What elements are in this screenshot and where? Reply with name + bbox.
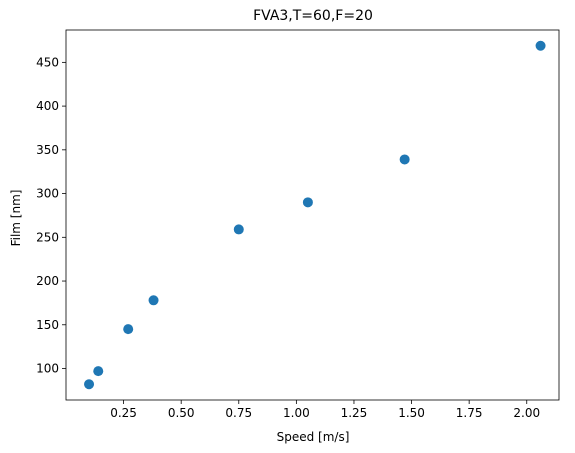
data-point <box>123 324 134 335</box>
data-point <box>399 154 410 165</box>
x-tick-label: 1.75 <box>456 406 483 420</box>
y-tick-label: 350 <box>36 143 59 157</box>
y-axis-ticks: 100 150 200 250 300 350 400 450 <box>36 55 66 376</box>
data-point <box>535 40 546 51</box>
x-tick-label: 1.00 <box>283 406 310 420</box>
y-axis-label: Film [nm] <box>9 190 23 247</box>
y-tick-label: 400 <box>36 99 59 113</box>
x-axis-label: Speed [m/s] <box>277 430 350 444</box>
data-point <box>148 295 159 306</box>
y-tick-label: 100 <box>36 362 59 376</box>
plot-area <box>65 29 560 401</box>
data-point <box>233 224 244 235</box>
y-tick-label: 250 <box>36 230 59 244</box>
data-point <box>302 197 313 208</box>
x-tick-label: 1.25 <box>341 406 368 420</box>
y-tick-label: 300 <box>36 187 59 201</box>
x-tick-label: 1.50 <box>398 406 425 420</box>
x-tick-label: 0.50 <box>168 406 195 420</box>
chart-title: FVA3,T=60,F=20 <box>253 8 373 24</box>
y-tick-label: 200 <box>36 274 59 288</box>
x-tick-label: 2.00 <box>513 406 540 420</box>
y-tick-label: 150 <box>36 318 59 332</box>
plot-frame <box>65 29 560 401</box>
y-tick-label: 450 <box>36 55 59 69</box>
x-tick-label: 0.25 <box>110 406 137 420</box>
data-points <box>84 40 546 390</box>
x-tick-label: 0.75 <box>225 406 252 420</box>
data-point <box>93 366 104 377</box>
x-axis-ticks: 0.25 0.50 0.75 1.00 1.25 1.50 1.75 2.00 <box>110 400 540 420</box>
data-point <box>84 379 95 390</box>
